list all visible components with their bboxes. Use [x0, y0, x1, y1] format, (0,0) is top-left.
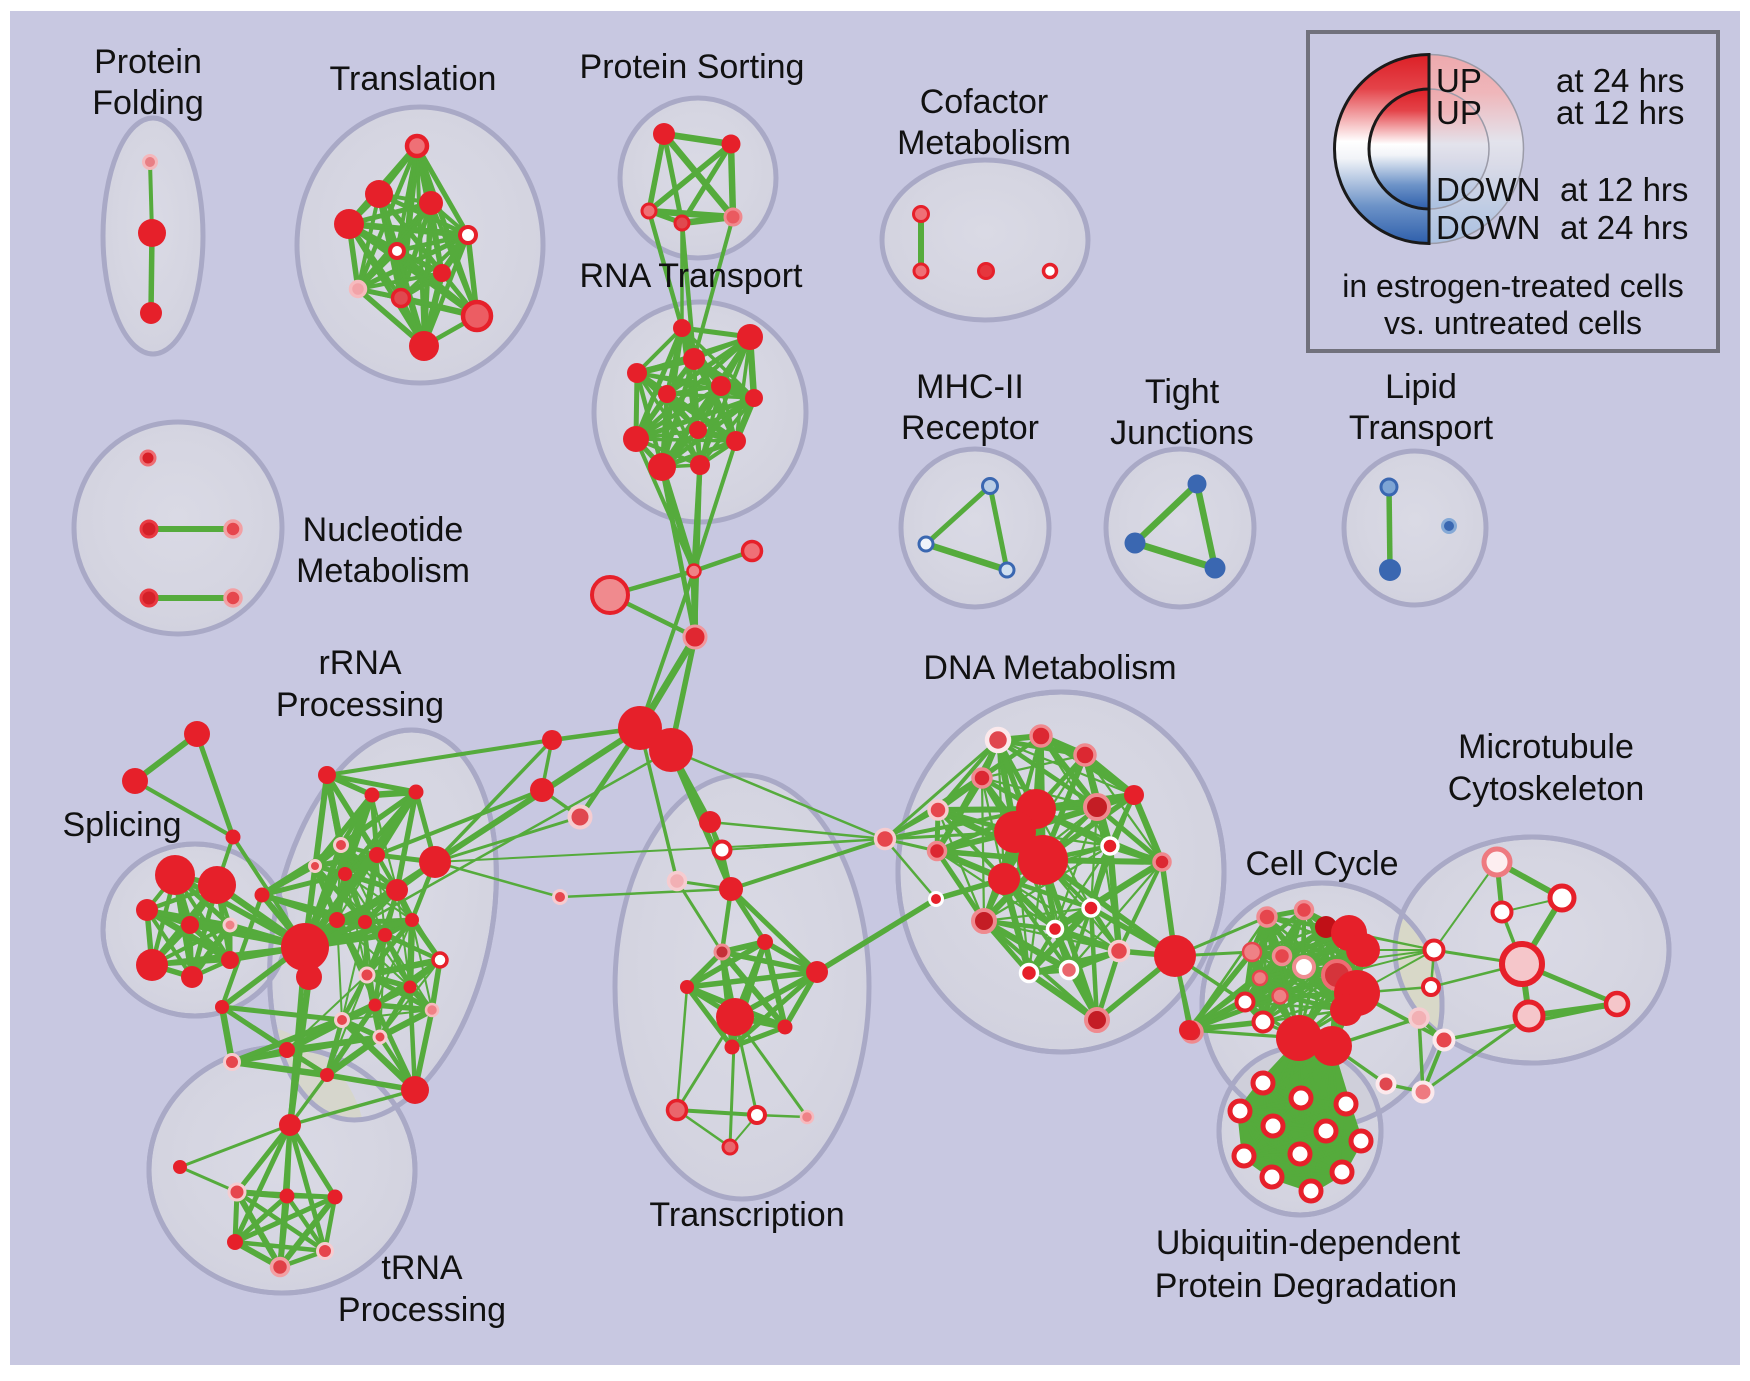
svg-text:Translation: Translation: [330, 60, 497, 98]
svg-text:at 24 hrs: at 24 hrs: [1556, 62, 1684, 99]
svg-text:Junctions: Junctions: [1110, 414, 1254, 452]
svg-text:vs. untreated cells: vs. untreated cells: [1384, 305, 1642, 341]
svg-text:Ubiquitin-dependent: Ubiquitin-dependent: [1156, 1224, 1461, 1262]
svg-text:MHC-II: MHC-II: [916, 368, 1024, 406]
svg-text:Processing: Processing: [338, 1291, 506, 1329]
svg-text:DOWN: DOWN: [1436, 209, 1540, 246]
svg-text:Cofactor: Cofactor: [920, 83, 1049, 121]
svg-text:Splicing: Splicing: [62, 806, 181, 844]
svg-text:Protein Degradation: Protein Degradation: [1155, 1267, 1457, 1305]
svg-text:Microtubule: Microtubule: [1458, 728, 1634, 766]
svg-text:at 24 hrs: at 24 hrs: [1560, 209, 1688, 246]
svg-text:DNA Metabolism: DNA Metabolism: [923, 649, 1176, 687]
svg-text:Transcription: Transcription: [649, 1196, 844, 1234]
svg-text:Tight: Tight: [1145, 373, 1220, 411]
svg-text:Protein Sorting: Protein Sorting: [580, 48, 805, 86]
svg-text:Metabolism: Metabolism: [296, 552, 470, 590]
svg-text:tRNA: tRNA: [381, 1249, 463, 1287]
svg-text:Nucleotide: Nucleotide: [303, 511, 464, 549]
svg-text:Cell Cycle: Cell Cycle: [1245, 845, 1398, 883]
svg-text:Metabolism: Metabolism: [897, 124, 1071, 162]
svg-text:Transport: Transport: [1349, 409, 1494, 447]
svg-text:RNA Transport: RNA Transport: [580, 257, 804, 295]
svg-text:DOWN: DOWN: [1436, 171, 1540, 208]
svg-text:Cytoskeleton: Cytoskeleton: [1448, 770, 1645, 808]
svg-text:rRNA: rRNA: [318, 644, 401, 682]
svg-text:at 12 hrs: at 12 hrs: [1560, 171, 1688, 208]
svg-text:Processing: Processing: [276, 686, 444, 724]
svg-text:UP: UP: [1436, 62, 1482, 99]
svg-text:Receptor: Receptor: [901, 409, 1039, 447]
svg-text:Folding: Folding: [92, 84, 204, 122]
svg-text:Protein: Protein: [94, 43, 202, 81]
svg-text:in estrogen-treated cells: in estrogen-treated cells: [1342, 268, 1684, 304]
svg-text:at 12 hrs: at 12 hrs: [1556, 94, 1684, 131]
svg-text:UP: UP: [1436, 94, 1482, 131]
svg-text:Lipid: Lipid: [1385, 368, 1457, 406]
